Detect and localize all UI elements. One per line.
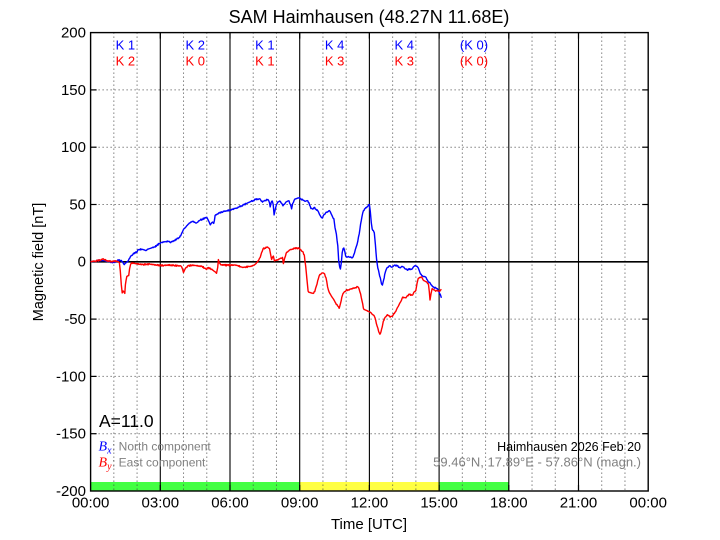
- svg-text:03:00: 03:00: [142, 495, 180, 512]
- svg-text:K 3: K 3: [325, 54, 345, 69]
- svg-text:09:00: 09:00: [281, 495, 319, 512]
- svg-text:(K 0): (K 0): [460, 54, 488, 69]
- svg-text:K 2: K 2: [185, 38, 205, 53]
- svg-text:K 1: K 1: [116, 38, 136, 53]
- svg-text:59.46°N, 17.89°E - 57.86°N (ma: 59.46°N, 17.89°E - 57.86°N (magn.): [433, 455, 641, 470]
- svg-text:12:00: 12:00: [351, 495, 389, 512]
- svg-text:: East component: : East component: [112, 456, 206, 470]
- svg-text:K 0: K 0: [185, 54, 205, 69]
- svg-text:21:00: 21:00: [560, 495, 598, 512]
- svg-text:-200: -200: [56, 483, 86, 500]
- svg-text:: North component: : North component: [112, 440, 211, 454]
- svg-text:00:00: 00:00: [72, 495, 110, 512]
- svg-text:K 1: K 1: [255, 38, 275, 53]
- svg-text:100: 100: [61, 139, 86, 156]
- svg-text:A=11.0: A=11.0: [99, 411, 154, 431]
- svg-text:K 4: K 4: [325, 38, 345, 53]
- svg-text:0: 0: [78, 254, 86, 271]
- svg-text:200: 200: [61, 25, 86, 42]
- svg-text:K 3: K 3: [394, 54, 414, 69]
- svg-text:150: 150: [61, 82, 86, 99]
- svg-text:Magnetic field [nT]: Magnetic field [nT]: [31, 203, 47, 321]
- svg-text:K 2: K 2: [116, 54, 136, 69]
- svg-text:18:00: 18:00: [490, 495, 528, 512]
- svg-text:Time [UTC]: Time [UTC]: [331, 516, 407, 533]
- svg-text:06:00: 06:00: [211, 495, 249, 512]
- svg-text:15:00: 15:00: [420, 495, 458, 512]
- svg-text:-100: -100: [56, 368, 86, 385]
- svg-text:K 4: K 4: [394, 38, 414, 53]
- svg-text:Haimhausen 2026 Feb 20: Haimhausen 2026 Feb 20: [497, 440, 641, 454]
- svg-text:SAM Haimhausen (48.27N 11.68E): SAM Haimhausen (48.27N 11.68E): [229, 7, 510, 27]
- svg-text:50: 50: [69, 196, 86, 213]
- svg-text:-150: -150: [56, 426, 86, 443]
- svg-text:-50: -50: [64, 311, 86, 328]
- svg-text:(K 0): (K 0): [460, 38, 488, 53]
- svg-text:K 1: K 1: [255, 54, 275, 69]
- svg-text:00:00: 00:00: [629, 495, 667, 512]
